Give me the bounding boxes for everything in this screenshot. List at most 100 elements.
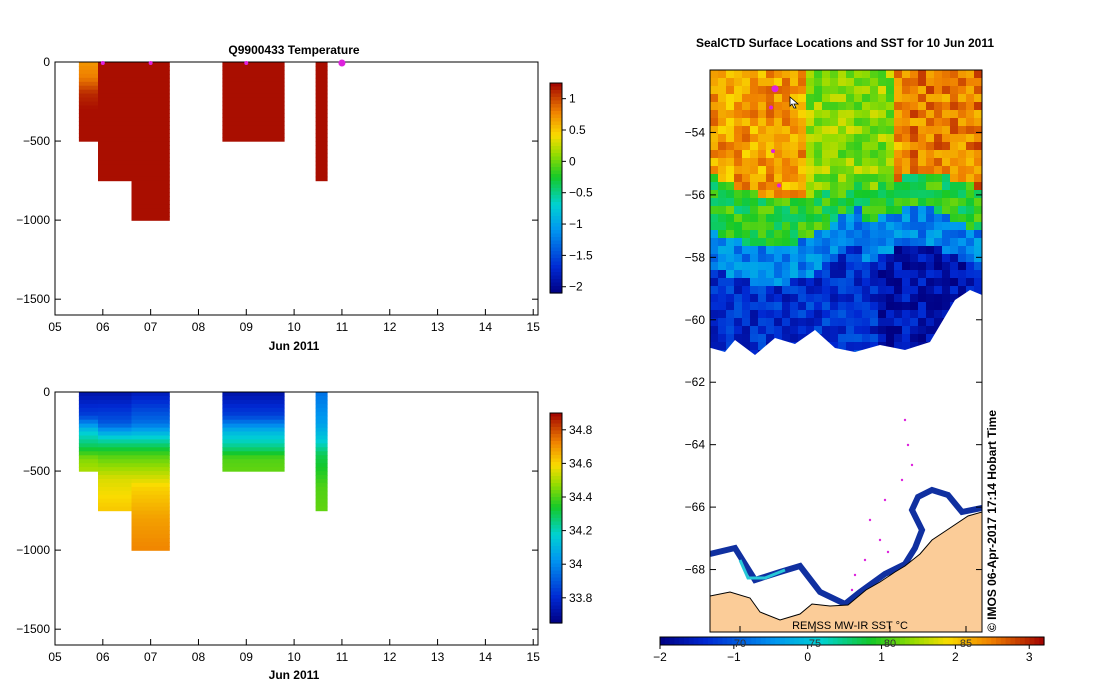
sst-pixel [950, 262, 958, 270]
sst-pixel [894, 326, 902, 334]
sst-pixel [798, 262, 806, 270]
sst-pixel [878, 206, 886, 214]
sst-pixel [926, 94, 934, 102]
sst-pixel [806, 134, 814, 142]
sst-pixel [910, 182, 918, 190]
temperature-colorbar-segment [550, 282, 562, 287]
sst-pixel [806, 86, 814, 94]
sst-pixel [926, 254, 934, 262]
sst-pixel [798, 318, 806, 326]
sst-pixel [790, 294, 798, 302]
sst-pixel [862, 326, 870, 334]
sst-pixel [886, 86, 894, 94]
temperature-colorbar-segment [550, 97, 562, 102]
sst-pixel [806, 214, 814, 222]
sst-pixel [718, 278, 726, 286]
sst-pixel [942, 142, 950, 150]
sst-pixel [734, 174, 742, 182]
temperature-xlabel: Jun 2011 [269, 339, 320, 353]
salinity-profile-cell [131, 514, 170, 520]
sst-pixel [878, 158, 886, 166]
map-colorbar-label: REMSS MW-IR SST °C [792, 620, 908, 632]
sst-pixel [854, 326, 862, 334]
sst-pixel [910, 78, 918, 86]
salinity-profile-cell [98, 475, 132, 480]
salinity-profile-cell [222, 415, 285, 421]
sst-pixel [798, 182, 806, 190]
sst-pixel [942, 134, 950, 142]
map-x-tick-label: 75 [809, 638, 821, 650]
temperature-profile-cell [98, 93, 132, 99]
sst-colorbar-segment [861, 637, 867, 645]
temperature-profile-cell [315, 113, 328, 118]
salinity-x-tick-label: 14 [479, 650, 493, 664]
sst-pixel [846, 222, 854, 230]
sst-pixel [830, 158, 838, 166]
sst-pixel [886, 230, 894, 238]
sst-pixel [782, 238, 790, 246]
temperature-colorbar-segment [550, 209, 562, 214]
sst-pixel [878, 238, 886, 246]
sst-pixel [838, 222, 846, 230]
salinity-profile-cell [131, 475, 170, 480]
sst-pixel [910, 118, 918, 126]
temperature-profile-cell [98, 89, 132, 95]
sst-pixel [878, 174, 886, 182]
sst-colorbar-segment [852, 637, 858, 645]
sst-pixel [830, 262, 838, 270]
sst-pixel [774, 318, 782, 326]
salinity-profile-cell [222, 459, 285, 464]
sst-pixel [758, 334, 766, 342]
sst-pixel [974, 78, 982, 86]
sst-pixel [774, 334, 782, 342]
salinity-colorbar-segment [550, 507, 562, 512]
sst-pixel [710, 166, 718, 174]
sst-pixel [790, 86, 798, 94]
sst-pixel [958, 222, 966, 230]
sst-pixel [726, 174, 734, 182]
temperature-profile-cell [98, 125, 132, 130]
temperature-profile-cell [222, 62, 285, 67]
antarctic-land [710, 511, 982, 632]
salinity-colorbar-segment [550, 588, 562, 593]
sst-pixel [902, 102, 910, 110]
sst-pixel [966, 166, 974, 174]
sst-pixel [806, 174, 814, 182]
sst-colorbar-segment [1000, 637, 1007, 645]
sst-pixel [718, 270, 726, 278]
salinity-profile-cell [78, 399, 98, 405]
sst-pixel [750, 222, 758, 230]
sst-pixel [966, 110, 974, 118]
temperature-profile-cell [131, 81, 170, 87]
sst-pixel [902, 326, 910, 334]
sst-pixel [806, 246, 814, 254]
temperature-colorbar-segment [550, 149, 562, 154]
sst-pixel [902, 158, 910, 166]
sst-pixel [782, 318, 790, 326]
temperature-profile-cell [315, 129, 328, 134]
sst-pixel [726, 150, 734, 158]
sst-pixel [974, 222, 982, 230]
sst-pixel [894, 142, 902, 150]
sst-pixel [774, 286, 782, 294]
temperature-colorbar-frame [549, 82, 563, 294]
sst-pixel [750, 198, 758, 206]
temperature-colorbar-segment [550, 244, 562, 249]
sst-pixel [718, 126, 726, 134]
sst-pixel [830, 246, 838, 254]
salinity-profile-cell [98, 419, 132, 425]
sst-pixel [822, 102, 830, 110]
sst-pixel [838, 334, 846, 342]
salinity-colorbar-segment [550, 490, 562, 495]
temperature-colorbar-segment [550, 286, 562, 291]
salinity-colorbar-segment [550, 462, 562, 467]
sst-pixel [942, 182, 950, 190]
temperature-profile-cell [98, 81, 132, 87]
track-point [878, 538, 882, 542]
temperature-profile-cell [131, 216, 170, 221]
sst-pixel [774, 190, 782, 198]
sst-pixel [774, 166, 782, 174]
temperature-profile-cell [78, 73, 98, 79]
sst-pixel [830, 86, 838, 94]
sst-pixel [830, 182, 838, 190]
